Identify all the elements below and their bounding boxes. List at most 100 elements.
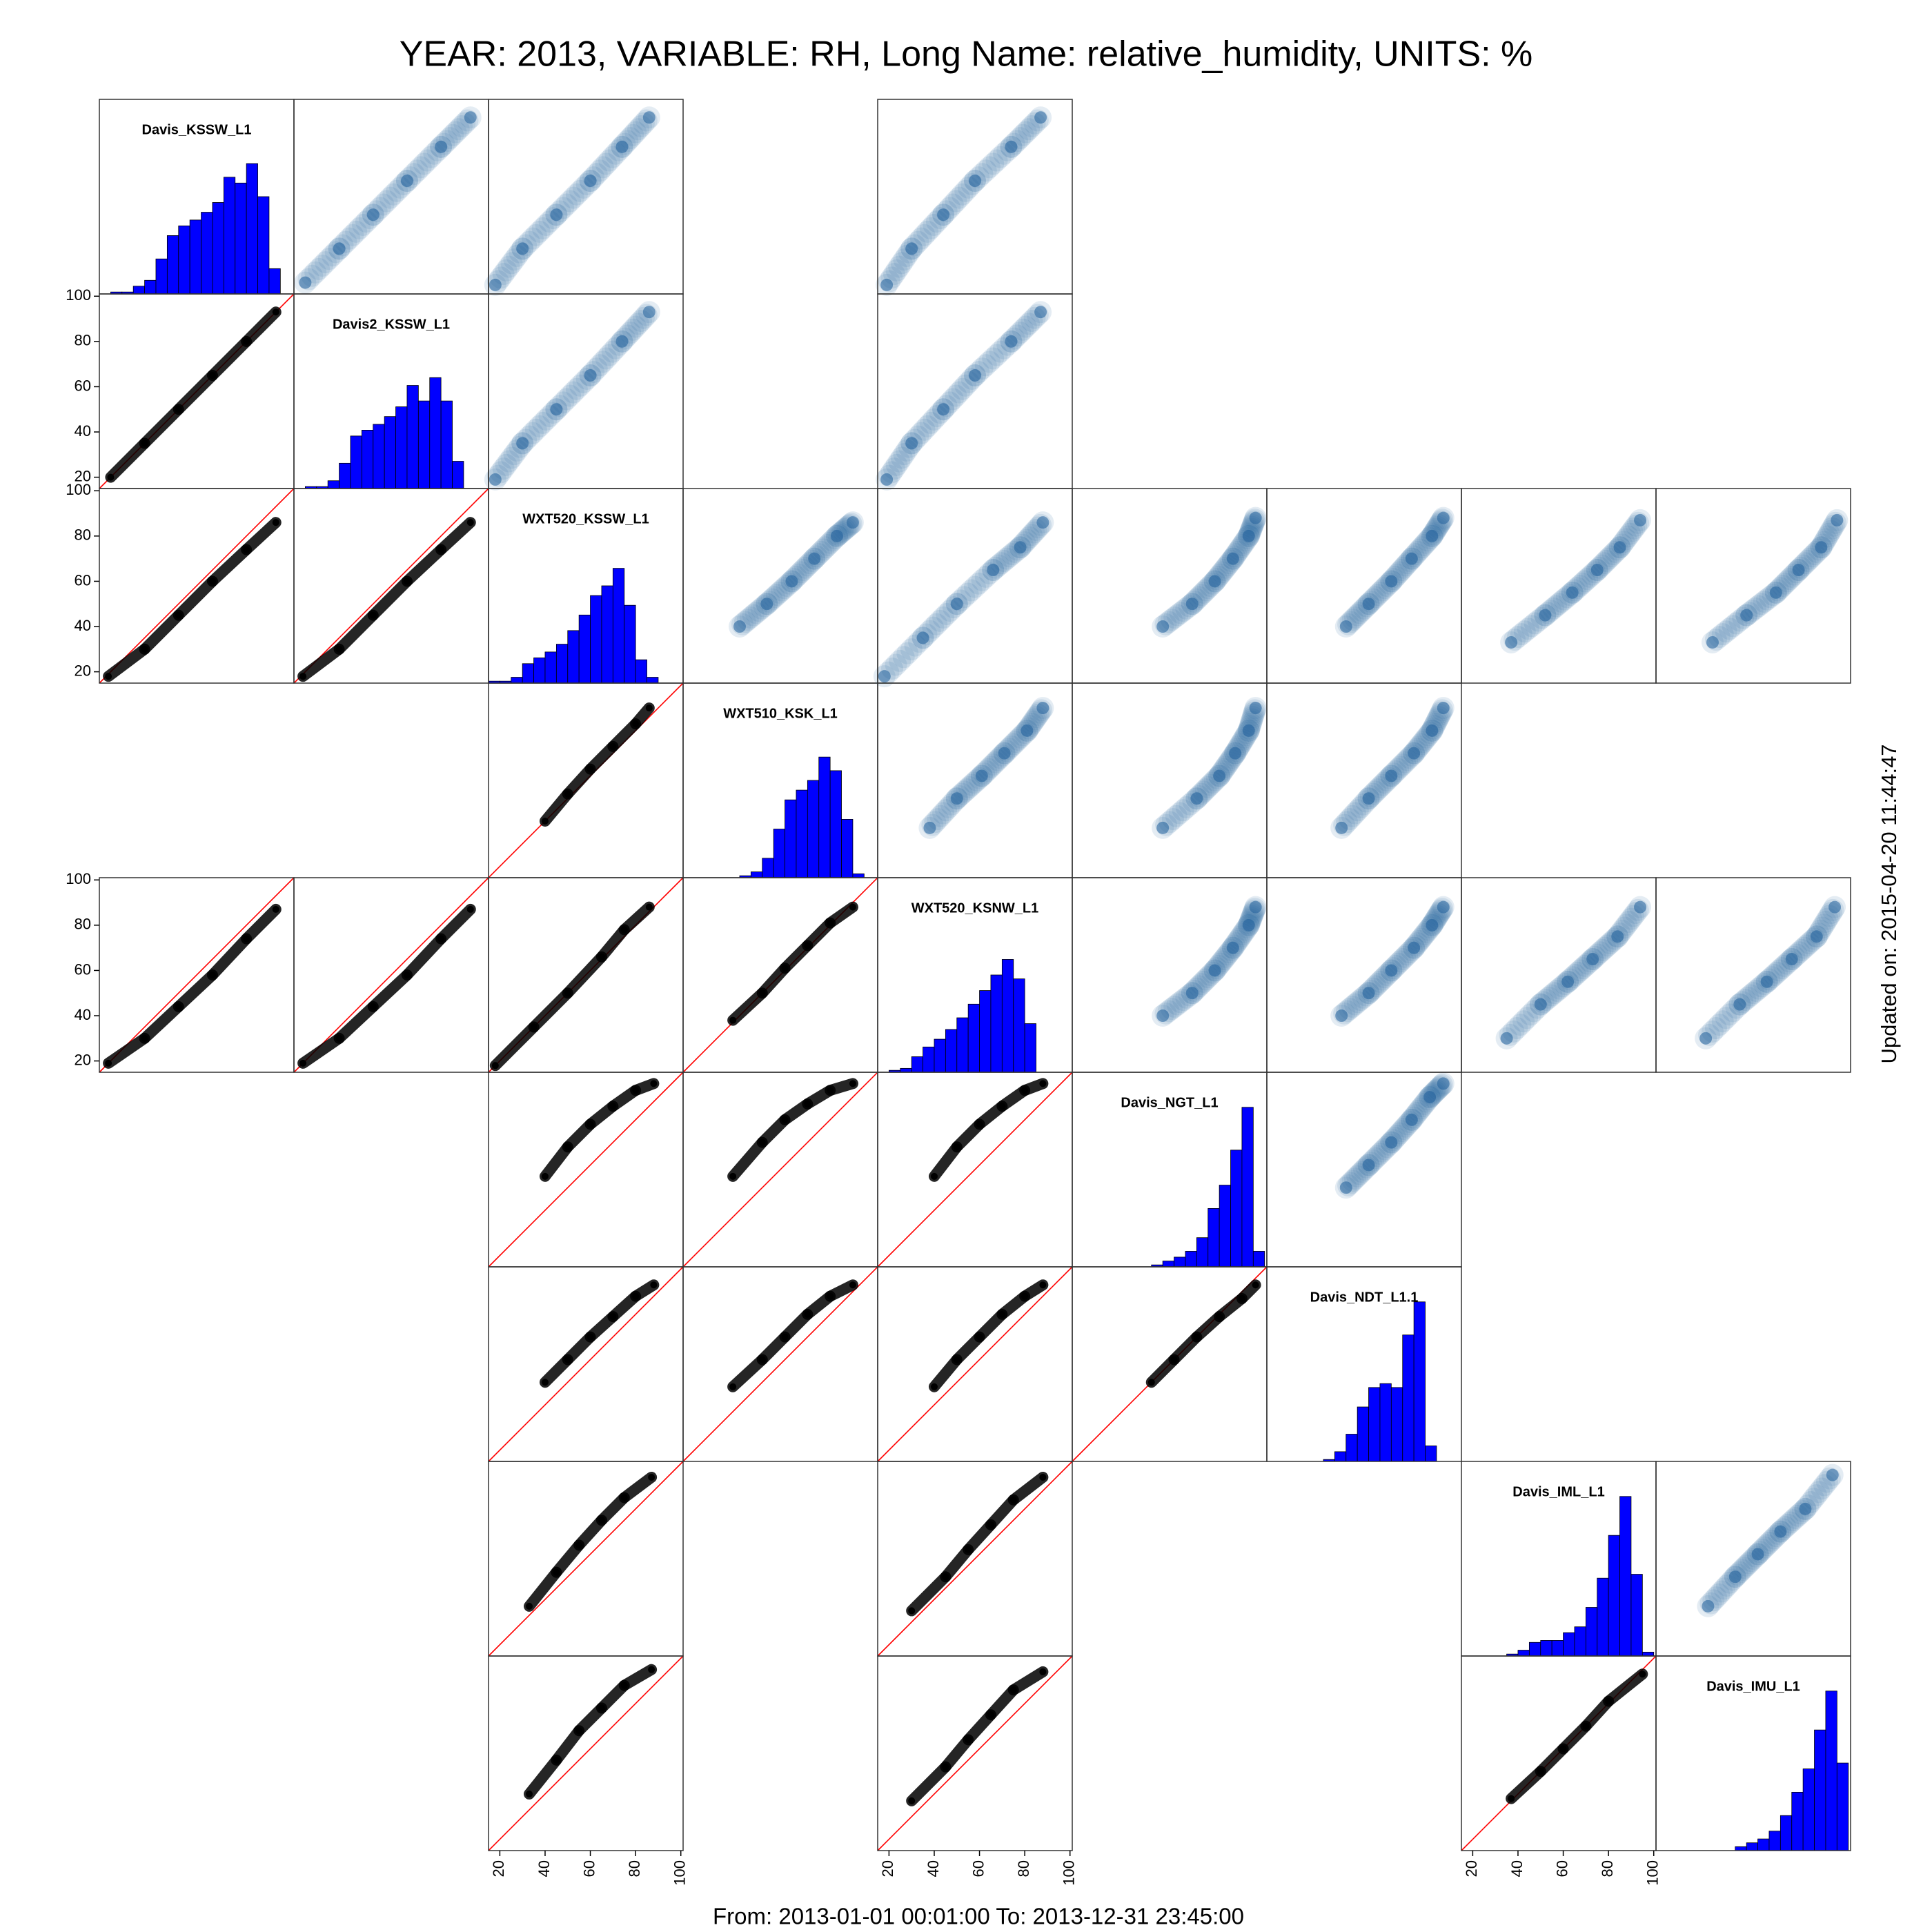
- scatter-point: [1039, 1080, 1047, 1087]
- density-cloud: [342, 224, 364, 246]
- histogram-bar: [189, 219, 201, 295]
- updated-annotation: Updated on: 2015-04-20 11:44:47: [1877, 744, 1901, 1063]
- identity-line: [877, 1266, 1073, 1462]
- histogram-bar: [1768, 1831, 1781, 1851]
- density-point: [1774, 1525, 1787, 1538]
- histogram-bar: [911, 1056, 923, 1073]
- cell-frame: [1072, 488, 1268, 684]
- density-point: [1339, 1181, 1352, 1194]
- y-tick-label: 60: [75, 960, 91, 978]
- density-point: [785, 575, 798, 588]
- density-point: [1426, 918, 1439, 931]
- density-point: [1769, 586, 1782, 599]
- cell-frame: [1072, 877, 1268, 1073]
- scatter-cloud: [928, 1354, 963, 1392]
- density-point: [1036, 516, 1049, 529]
- density-cloud: [1012, 124, 1034, 146]
- scatter-point: [141, 645, 148, 653]
- variable-label: Davis2_KSSW_L1: [333, 317, 450, 332]
- density-cloud: [1713, 1577, 1736, 1600]
- density-cloud: [890, 446, 913, 469]
- scatter-point: [208, 578, 216, 585]
- y-tick-label: 80: [75, 526, 91, 544]
- density-point: [1385, 1136, 1398, 1149]
- scatter-cloud: [139, 404, 184, 449]
- scatter-point: [369, 611, 377, 619]
- density-cloud: [989, 146, 1012, 168]
- y-tick-label: 100: [66, 481, 91, 498]
- y-tick-label: 40: [75, 422, 91, 440]
- x-tick-label: 80: [626, 1860, 643, 1877]
- density-cloud: [1368, 776, 1391, 798]
- scatter-cloud: [206, 933, 253, 980]
- scatter-cloud: [985, 1494, 1019, 1530]
- histogram-bar: [544, 651, 557, 684]
- density-cloud: [1757, 1532, 1780, 1555]
- scatter-point: [575, 1541, 583, 1549]
- histogram-bar: [762, 858, 774, 878]
- scatter-cloud: [562, 951, 607, 999]
- histogram-bar: [406, 385, 419, 489]
- histogram-bar: [624, 604, 636, 684]
- density-cloud: [500, 252, 523, 275]
- histogram-bar: [555, 644, 569, 684]
- identity-line: [99, 488, 295, 684]
- scatter-cloud: [297, 643, 345, 682]
- density-cloud: [1718, 1003, 1741, 1026]
- density-cloud: [1543, 982, 1566, 1005]
- density-cloud: [559, 190, 582, 213]
- density-cloud: [978, 351, 1000, 373]
- density-cloud: [935, 799, 958, 822]
- density-cloud: [1550, 590, 1573, 613]
- scatter-point: [1559, 1745, 1567, 1753]
- density-point: [550, 208, 563, 221]
- density-cloud: [521, 422, 544, 444]
- histogram-bar: [1208, 1208, 1220, 1268]
- density-cloud: [974, 354, 997, 377]
- histogram-bar: [1185, 1251, 1197, 1268]
- scatter-point: [141, 440, 148, 447]
- scatter-point: [632, 720, 640, 728]
- scatter-point: [1605, 1697, 1613, 1705]
- density-point: [1426, 529, 1439, 542]
- density-point: [937, 403, 950, 416]
- density-cloud: [372, 193, 395, 216]
- histogram-bar: [956, 1017, 969, 1073]
- density-point: [1021, 724, 1034, 737]
- scatter-point: [650, 1281, 658, 1289]
- histogram-bar: [1379, 1383, 1392, 1462]
- scatter-cloud: [1007, 1666, 1049, 1696]
- histogram-bar: [1791, 1791, 1804, 1851]
- density-cloud: [1735, 1554, 1758, 1577]
- density-cloud: [913, 418, 936, 441]
- x-tick-label: 40: [925, 1860, 942, 1877]
- scatter-point: [781, 965, 789, 972]
- density-cloud: [995, 547, 1018, 570]
- identity-line: [99, 877, 295, 1073]
- scatter-point: [598, 953, 605, 960]
- density-cloud: [1594, 936, 1617, 959]
- scatter-point: [781, 1116, 789, 1123]
- density-cloud: [308, 257, 331, 280]
- x-tick-label: 80: [1015, 1860, 1032, 1877]
- density-cloud: [528, 220, 551, 243]
- histogram-bar: [900, 1067, 912, 1073]
- scatter-point: [729, 1016, 737, 1024]
- density-cloud: [1718, 618, 1741, 640]
- y-tick-label: 80: [75, 916, 91, 933]
- histogram-bar: [750, 871, 763, 878]
- histogram-bar: [1746, 1842, 1758, 1851]
- scatter-cloud: [1007, 1471, 1049, 1506]
- scatter-cloud: [528, 987, 573, 1033]
- scatter-cloud: [825, 1279, 858, 1302]
- histogram-bar: [144, 279, 157, 295]
- histogram-bar: [1630, 1574, 1643, 1657]
- density-cloud: [1817, 522, 1840, 545]
- histogram-bar: [155, 258, 168, 295]
- density-point: [1751, 1548, 1764, 1561]
- density-cloud: [1412, 731, 1435, 753]
- density-cloud: [622, 318, 644, 341]
- density-cloud: [967, 572, 990, 595]
- scatter-point: [620, 1682, 628, 1689]
- density-point: [1156, 1009, 1170, 1023]
